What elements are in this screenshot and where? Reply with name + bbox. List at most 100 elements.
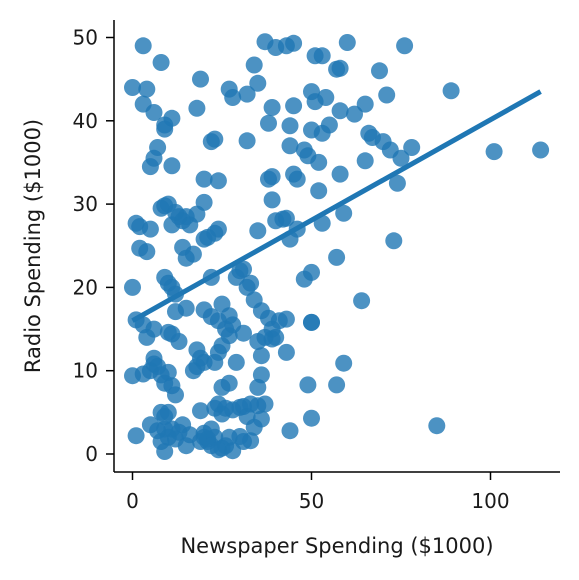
data-point [328,376,346,394]
data-point [159,403,177,421]
data-point [235,324,252,342]
data-point [310,153,328,171]
data-point [192,70,209,88]
data-point [385,232,403,250]
data-point [403,139,421,156]
data-point [267,212,285,230]
data-point [156,443,174,460]
data-point [328,248,346,266]
data-point [281,117,299,135]
data-point [335,204,353,222]
data-point [392,149,410,167]
y-axis-label: Radio Spending ($1000) [21,119,45,373]
y-tick-label: 20 [73,275,98,299]
data-point [138,243,156,261]
y-tick-label: 30 [73,192,98,216]
data-point [260,170,277,188]
data-point [138,80,156,98]
data-point [252,410,270,428]
data-point [252,347,270,365]
data-point [303,263,320,281]
data-point [428,417,446,435]
y-tick-label: 40 [73,109,98,133]
y-tick-label: 50 [73,26,98,50]
x-tick-label: 50 [299,489,324,513]
data-point [313,47,331,65]
data-point [141,158,159,176]
data-point [124,278,141,296]
data-point [242,274,260,292]
data-point [299,376,317,394]
data-point [263,191,281,209]
data-point [206,353,224,371]
data-point [260,114,277,132]
data-point [353,292,371,310]
data-point [134,37,152,55]
data-point [331,59,349,77]
data-point [532,141,550,159]
data-point [263,99,281,116]
data-point [310,182,328,200]
data-point [277,343,295,361]
data-point [141,220,159,238]
data-point [238,85,256,103]
x-ticks: 0 50 100 [126,472,510,513]
data-point [277,310,295,328]
data-point [145,320,163,338]
data-point [145,104,163,121]
data-point [245,56,263,74]
data-point [195,170,213,188]
data-point [303,409,320,427]
data-point [235,260,252,278]
data-point [206,130,224,148]
x-tick-label: 0 [126,489,139,513]
y-ticks: 0 10 20 30 40 50 [73,26,114,466]
data-point [252,366,270,384]
data-point [346,105,363,123]
data-point [331,102,349,120]
data-point [188,358,206,375]
data-point [167,303,184,321]
data-point [227,353,245,371]
data-point [238,132,256,150]
data-point [371,62,388,80]
data-point [188,99,206,117]
data-point [167,386,184,404]
data-point [224,89,242,106]
data-point [281,422,299,440]
axes [113,20,560,473]
data-point [338,34,356,51]
data-point [192,402,209,420]
data-point [152,54,170,71]
data-point [356,95,374,113]
data-point [167,430,184,448]
data-point [256,395,274,413]
data-point [159,363,177,381]
data-point [388,174,406,192]
data-point [156,120,174,138]
data-point [163,157,181,175]
data-point [263,330,281,348]
data-point [127,427,145,445]
data-point [320,116,338,134]
data-point [242,432,260,450]
y-tick-label: 0 [85,442,98,466]
data-point [378,86,396,104]
data-point [249,74,267,92]
data-point [177,249,195,267]
x-axis-label: Newspaper Spending ($1000) [180,534,493,558]
regression-line [131,89,542,323]
data-point [285,97,303,115]
data-point [209,172,227,190]
data-point [285,34,303,52]
data-point [170,333,188,350]
data-point [396,37,414,55]
data-point [331,165,349,183]
data-point [220,374,238,392]
data-point [249,222,267,240]
y-tick-label: 10 [73,359,98,383]
data-point [124,79,141,96]
regression-line-layer [131,89,542,323]
data-point [356,152,374,170]
